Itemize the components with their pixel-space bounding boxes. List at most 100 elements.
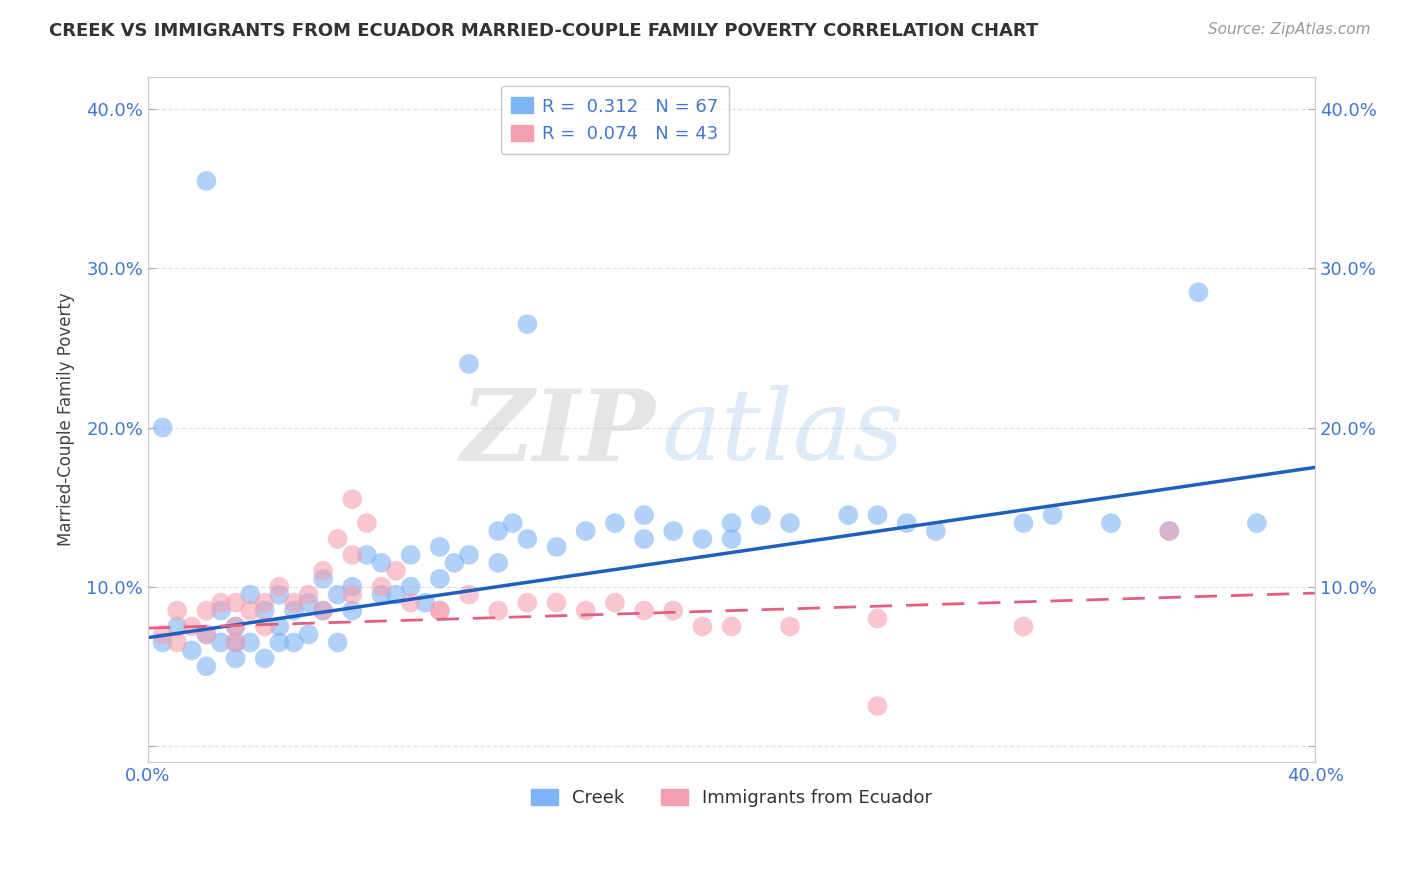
Point: [837, 508, 859, 522]
Point: [283, 596, 305, 610]
Point: [1042, 508, 1064, 522]
Text: Source: ZipAtlas.com: Source: ZipAtlas.com: [1208, 22, 1371, 37]
Point: [342, 492, 364, 507]
Point: [458, 548, 481, 562]
Text: ZIP: ZIP: [461, 385, 655, 482]
Point: [342, 580, 364, 594]
Point: [429, 604, 451, 618]
Point: [749, 508, 772, 522]
Text: atlas: atlas: [662, 385, 904, 481]
Point: [546, 540, 568, 554]
Point: [399, 580, 422, 594]
Point: [239, 635, 262, 649]
Point: [603, 596, 626, 610]
Point: [297, 588, 319, 602]
Point: [866, 611, 889, 625]
Point: [225, 596, 247, 610]
Point: [209, 596, 232, 610]
Point: [896, 516, 918, 530]
Point: [253, 604, 276, 618]
Point: [1159, 524, 1181, 538]
Point: [1159, 524, 1181, 538]
Point: [370, 556, 392, 570]
Point: [239, 604, 262, 618]
Point: [225, 619, 247, 633]
Point: [195, 627, 218, 641]
Point: [195, 604, 218, 618]
Point: [356, 516, 378, 530]
Point: [239, 588, 262, 602]
Point: [342, 588, 364, 602]
Point: [1099, 516, 1122, 530]
Point: [152, 627, 174, 641]
Point: [152, 420, 174, 434]
Point: [269, 580, 291, 594]
Point: [253, 596, 276, 610]
Point: [312, 604, 335, 618]
Point: [356, 548, 378, 562]
Point: [195, 659, 218, 673]
Point: [269, 619, 291, 633]
Point: [312, 572, 335, 586]
Point: [779, 516, 801, 530]
Point: [269, 635, 291, 649]
Point: [502, 516, 524, 530]
Point: [575, 524, 598, 538]
Point: [370, 580, 392, 594]
Point: [720, 516, 742, 530]
Point: [312, 604, 335, 618]
Point: [546, 596, 568, 610]
Point: [269, 588, 291, 602]
Point: [429, 540, 451, 554]
Point: [458, 588, 481, 602]
Point: [413, 596, 436, 610]
Point: [779, 619, 801, 633]
Y-axis label: Married-Couple Family Poverty: Married-Couple Family Poverty: [58, 293, 75, 547]
Point: [1012, 516, 1035, 530]
Point: [326, 635, 349, 649]
Point: [633, 604, 655, 618]
Point: [326, 588, 349, 602]
Point: [342, 604, 364, 618]
Point: [166, 635, 188, 649]
Point: [516, 317, 538, 331]
Point: [1246, 516, 1268, 530]
Point: [1012, 619, 1035, 633]
Point: [866, 699, 889, 714]
Point: [603, 516, 626, 530]
Point: [209, 604, 232, 618]
Point: [720, 619, 742, 633]
Point: [633, 532, 655, 546]
Point: [152, 635, 174, 649]
Point: [662, 604, 685, 618]
Point: [209, 635, 232, 649]
Point: [692, 532, 714, 546]
Point: [225, 651, 247, 665]
Point: [180, 619, 202, 633]
Point: [283, 635, 305, 649]
Point: [516, 596, 538, 610]
Point: [283, 604, 305, 618]
Point: [297, 627, 319, 641]
Point: [166, 604, 188, 618]
Point: [486, 524, 509, 538]
Point: [486, 556, 509, 570]
Point: [180, 643, 202, 657]
Point: [166, 619, 188, 633]
Point: [253, 619, 276, 633]
Point: [253, 651, 276, 665]
Point: [385, 588, 408, 602]
Legend: Creek, Immigrants from Ecuador: Creek, Immigrants from Ecuador: [523, 781, 939, 814]
Point: [342, 548, 364, 562]
Point: [429, 572, 451, 586]
Point: [443, 556, 465, 570]
Point: [399, 596, 422, 610]
Point: [692, 619, 714, 633]
Point: [486, 604, 509, 618]
Point: [458, 357, 481, 371]
Point: [225, 619, 247, 633]
Point: [1187, 285, 1209, 300]
Point: [516, 532, 538, 546]
Point: [195, 174, 218, 188]
Point: [326, 532, 349, 546]
